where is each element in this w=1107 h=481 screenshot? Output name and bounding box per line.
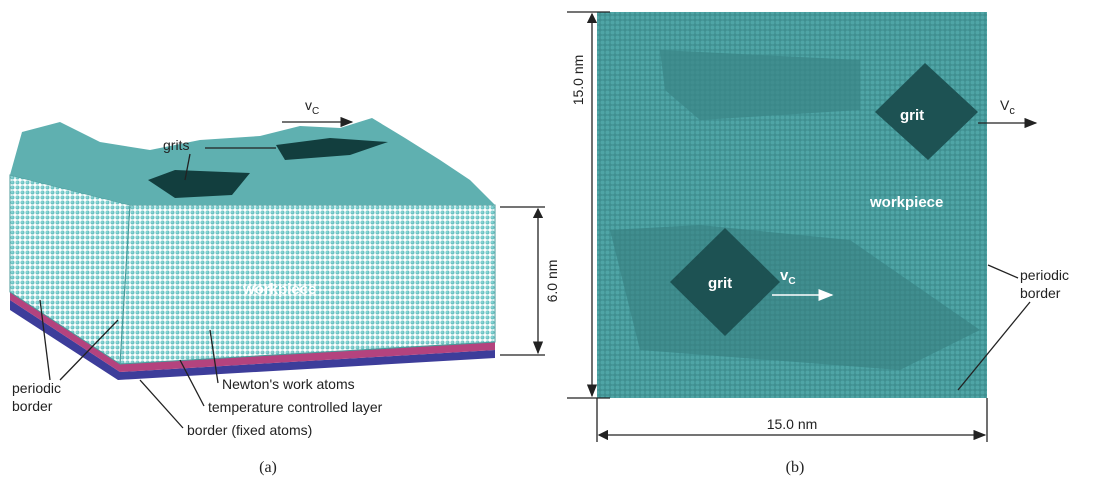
velocity: Vc <box>1000 97 1015 117</box>
label: 6.0 nm <box>544 260 560 303</box>
leader <box>988 265 1018 278</box>
label: grit <box>708 275 732 292</box>
label: border <box>1020 285 1061 301</box>
top-surface <box>10 118 495 205</box>
velocity: vC <box>305 97 319 117</box>
label: periodic <box>1020 267 1069 283</box>
label: border (fixed atoms) <box>187 422 312 438</box>
figure: grits vC workpiece 6.0 nm periodic borde… <box>0 0 1107 481</box>
label: border <box>12 398 53 414</box>
text-part: v <box>305 97 312 113</box>
patch <box>660 50 860 120</box>
leader <box>140 380 183 428</box>
text-part: C <box>312 106 319 117</box>
label: 15.0 nm <box>570 55 586 106</box>
page: grits vC workpiece 6.0 nm periodic borde… <box>0 0 1107 481</box>
panel-b: grit grit workpiece vC Vc periodic borde… <box>567 12 1069 476</box>
label: temperature controlled layer <box>208 399 383 415</box>
label: Newton's work atoms <box>222 376 355 392</box>
label: workpiece <box>869 194 943 211</box>
label: workpiece <box>242 281 316 298</box>
panel-a: grits vC workpiece 6.0 nm periodic borde… <box>10 97 560 476</box>
label: periodic <box>12 380 61 396</box>
label: grits <box>163 137 189 153</box>
label: grit <box>900 107 924 124</box>
text-part: C <box>788 276 795 287</box>
label: 15.0 nm <box>767 416 818 432</box>
caption: (a) <box>259 459 277 476</box>
caption: (b) <box>786 459 805 476</box>
text-part: c <box>1009 105 1015 117</box>
